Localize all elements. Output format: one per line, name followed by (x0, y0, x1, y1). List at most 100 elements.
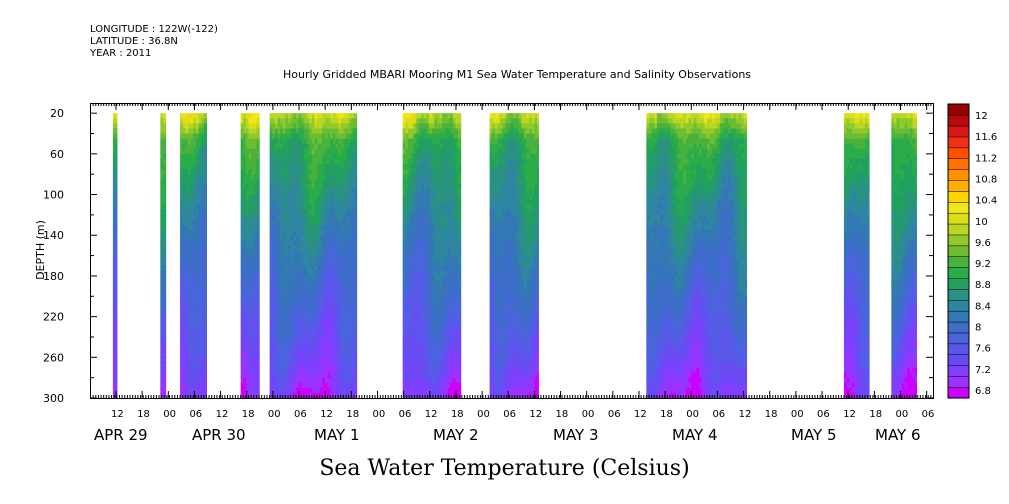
data-cell (353, 148, 358, 155)
data-cell (327, 296, 331, 302)
data-cell (418, 214, 422, 221)
data-cell (185, 184, 189, 191)
data-cell (162, 209, 167, 216)
data-cell (455, 331, 459, 338)
data-cell (193, 367, 197, 374)
data-cell (415, 367, 420, 374)
data-cell (439, 184, 443, 191)
data-cell (434, 123, 438, 130)
data-cell (405, 113, 409, 119)
data-cell (492, 342, 496, 348)
data-cell (330, 372, 334, 379)
data-cell (340, 255, 344, 262)
data-cell (319, 138, 323, 145)
data-cell (253, 352, 258, 358)
data-cell (306, 387, 310, 394)
data-cell (269, 326, 273, 333)
data-cell (198, 245, 202, 252)
data-cell (497, 230, 501, 236)
data-cell (407, 301, 412, 308)
data-cell (272, 392, 276, 399)
data-cell (346, 286, 350, 292)
data-cell (489, 331, 493, 338)
data-cell (256, 158, 260, 165)
data-cell (203, 316, 208, 323)
data-cell (160, 138, 164, 145)
data-cell (201, 275, 205, 282)
data-cell (112, 326, 117, 333)
data-cell (251, 250, 255, 257)
data-cell (285, 204, 289, 211)
data-cell (353, 189, 358, 196)
data-cell (423, 138, 427, 145)
data-cell (505, 275, 509, 282)
data-cell (282, 321, 287, 328)
data-cell (280, 235, 284, 241)
data-cell (343, 301, 347, 308)
data-cell (295, 342, 300, 348)
data-cell (444, 382, 449, 389)
data-cell (309, 250, 313, 257)
data-cell (418, 184, 422, 191)
data-cell (311, 230, 316, 236)
data-cell (489, 148, 493, 155)
data-cell (290, 352, 294, 358)
data-cell (282, 301, 287, 308)
data-cell (301, 240, 305, 247)
data-cell (343, 245, 347, 252)
data-cell (162, 270, 167, 277)
data-cell (413, 138, 417, 145)
data-cell (330, 347, 334, 353)
data-cell (426, 199, 430, 206)
data-cell (274, 336, 279, 343)
data-cell (421, 260, 425, 267)
data-cell (413, 219, 417, 226)
data-cell (193, 240, 197, 247)
data-cell (508, 113, 512, 119)
data-cell (314, 189, 318, 196)
data-cell (418, 189, 422, 196)
data-cell (198, 255, 202, 262)
data-cell (348, 118, 352, 124)
data-cell (505, 311, 509, 318)
data-cell (240, 286, 244, 292)
data-cell (450, 158, 454, 165)
data-cell (505, 326, 509, 333)
data-cell (319, 281, 323, 287)
data-cell (508, 347, 512, 353)
data-cell (269, 281, 273, 287)
data-cell (508, 148, 512, 155)
data-cell (182, 133, 186, 140)
data-cell (240, 331, 244, 338)
data-cell (243, 153, 247, 160)
data-cell (489, 113, 493, 119)
data-cell (295, 286, 300, 292)
data-cell (317, 367, 321, 374)
data-cell (353, 265, 358, 272)
data-cell (402, 255, 406, 262)
data-cell (240, 199, 244, 206)
data-cell (439, 311, 443, 318)
data-cell (407, 296, 412, 302)
data-cell (505, 286, 509, 292)
data-cell (306, 240, 310, 247)
data-cell (248, 169, 252, 175)
data-cell (500, 164, 504, 170)
data-cell (285, 316, 289, 323)
data-cell (195, 367, 200, 374)
data-cell (497, 270, 501, 277)
data-cell (429, 275, 433, 282)
data-cell (442, 286, 446, 292)
data-cell (277, 245, 281, 252)
data-cell (240, 118, 244, 124)
data-cell (335, 189, 339, 196)
data-cell (298, 158, 302, 165)
data-cell (434, 331, 438, 338)
data-cell (497, 158, 501, 165)
data-cell (348, 316, 352, 323)
data-cell (402, 311, 406, 318)
data-cell (415, 311, 420, 318)
data-cell (298, 291, 302, 297)
data-cell (306, 118, 310, 124)
data-cell (180, 194, 184, 201)
